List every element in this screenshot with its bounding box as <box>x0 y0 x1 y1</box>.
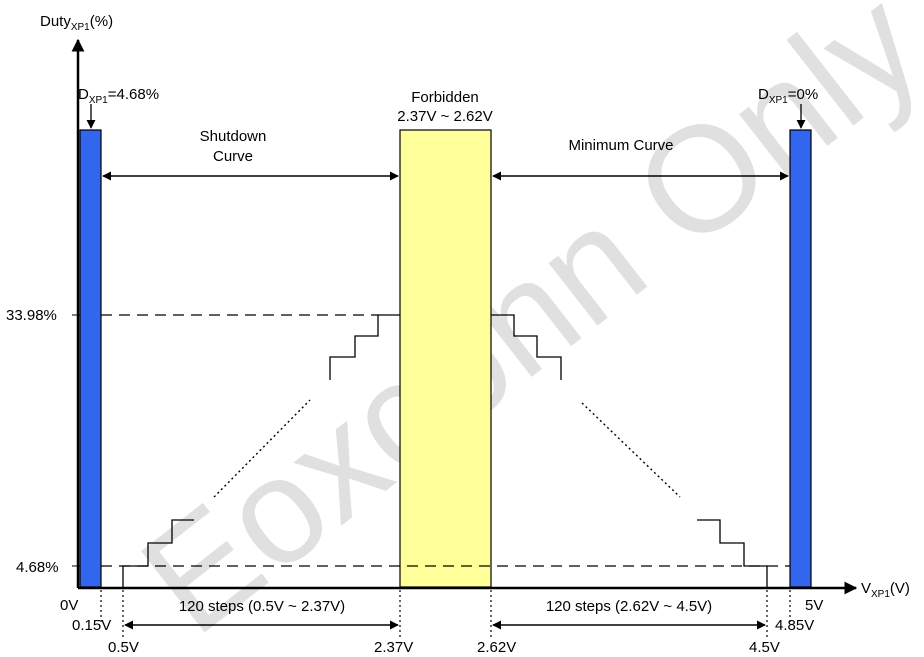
x-tick-45v: 4.5V <box>749 639 780 656</box>
minimum-dotted-trend <box>581 402 681 498</box>
y-axis-label: DutyXP1(%) <box>40 13 113 33</box>
right-blue-bar <box>789 129 812 588</box>
x-tick-015v: 0.15V <box>72 617 111 634</box>
x-tick-5v: 5V <box>805 597 823 614</box>
left-bar-label: DXP1=4.68% <box>78 86 159 106</box>
left-blue-bar <box>79 129 102 588</box>
forbidden-title: Forbidden <box>411 89 479 106</box>
x-tick-485v: 4.85V <box>775 617 814 634</box>
shutdown-steps-top <box>329 314 400 380</box>
forbidden-range: 2.37V ~ 2.62V <box>397 108 493 125</box>
y-tick-top: 33.98% <box>6 307 57 324</box>
forbidden-region <box>399 129 492 588</box>
x-tick-262v: 2.62V <box>477 639 516 656</box>
y-tick-bottom: 4.68% <box>16 559 59 576</box>
right-steps-label: 120 steps (2.62V ~ 4.5V) <box>546 598 712 615</box>
right-bar-label: DXP1=0% <box>758 86 818 106</box>
shutdown-curve-label-1: Shutdown <box>200 128 267 145</box>
minimum-steps-top <box>491 314 562 380</box>
minimum-curve-label: Minimum Curve <box>568 137 673 154</box>
x-tick-0v: 0V <box>60 597 78 614</box>
shutdown-steps-bottom <box>122 519 194 588</box>
minimum-steps-bottom <box>697 519 768 588</box>
shutdown-curve-label-2: Curve <box>213 148 253 165</box>
x-tick-05v: 0.5V <box>108 639 139 656</box>
left-steps-label: 120 steps (0.5V ~ 2.37V) <box>179 598 345 615</box>
x-tick-237v: 2.37V <box>374 639 413 656</box>
x-axis-label: VXP1(V) <box>861 580 910 600</box>
